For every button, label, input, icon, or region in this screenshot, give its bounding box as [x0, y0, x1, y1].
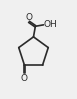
Text: O: O — [21, 74, 28, 83]
Text: OH: OH — [44, 20, 58, 29]
Text: O: O — [25, 13, 32, 22]
